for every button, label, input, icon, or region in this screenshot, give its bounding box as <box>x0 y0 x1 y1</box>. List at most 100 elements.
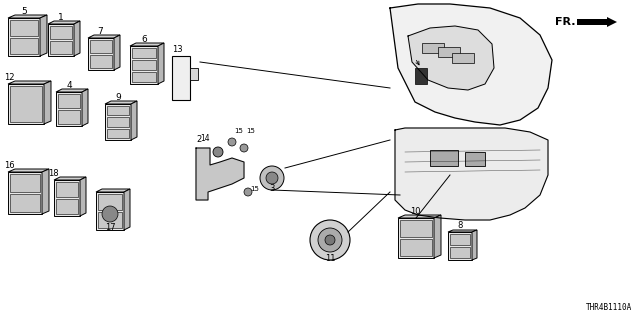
Text: THR4B1110A: THR4B1110A <box>586 303 632 312</box>
Polygon shape <box>131 101 137 140</box>
Polygon shape <box>40 15 47 56</box>
Polygon shape <box>98 194 122 210</box>
Bar <box>190 68 198 80</box>
Polygon shape <box>448 232 472 260</box>
Polygon shape <box>44 81 51 124</box>
Text: 16: 16 <box>4 161 15 170</box>
Polygon shape <box>50 26 72 39</box>
Polygon shape <box>158 43 164 84</box>
Polygon shape <box>8 172 42 214</box>
Polygon shape <box>10 38 38 54</box>
Circle shape <box>244 188 252 196</box>
Polygon shape <box>114 35 120 70</box>
Polygon shape <box>450 234 470 245</box>
Text: 15: 15 <box>250 186 259 192</box>
Text: 7: 7 <box>97 27 103 36</box>
Bar <box>438 47 460 57</box>
Bar <box>422 43 444 53</box>
Text: 13: 13 <box>172 45 182 54</box>
Polygon shape <box>8 84 44 124</box>
Circle shape <box>240 144 248 152</box>
Circle shape <box>228 138 236 146</box>
Polygon shape <box>105 104 131 140</box>
Polygon shape <box>96 189 130 192</box>
Polygon shape <box>196 148 244 200</box>
Polygon shape <box>10 174 40 192</box>
Text: 9: 9 <box>115 93 121 102</box>
Text: 2: 2 <box>196 135 201 144</box>
Circle shape <box>318 228 342 252</box>
Polygon shape <box>408 26 494 90</box>
Text: 8: 8 <box>458 221 463 230</box>
Polygon shape <box>107 129 129 138</box>
Polygon shape <box>107 106 129 115</box>
Bar <box>172 56 190 100</box>
Polygon shape <box>90 55 112 68</box>
Bar <box>465 152 485 166</box>
Polygon shape <box>90 40 112 53</box>
Text: 15: 15 <box>246 128 255 134</box>
Circle shape <box>266 172 278 184</box>
Polygon shape <box>130 46 158 84</box>
Polygon shape <box>395 128 548 220</box>
Polygon shape <box>400 220 432 237</box>
Text: 4: 4 <box>66 81 72 90</box>
Polygon shape <box>54 180 80 216</box>
Polygon shape <box>98 212 122 228</box>
Text: 18: 18 <box>48 169 59 178</box>
Circle shape <box>310 220 350 260</box>
Bar <box>452 53 474 63</box>
Text: 1: 1 <box>58 13 64 22</box>
Polygon shape <box>132 72 156 82</box>
Polygon shape <box>398 218 434 258</box>
Polygon shape <box>74 21 80 56</box>
Polygon shape <box>132 48 156 58</box>
Polygon shape <box>48 24 74 56</box>
Polygon shape <box>10 86 42 122</box>
Polygon shape <box>434 215 441 258</box>
Polygon shape <box>82 89 88 126</box>
Polygon shape <box>48 21 80 24</box>
Circle shape <box>102 206 118 222</box>
Polygon shape <box>56 92 82 126</box>
Polygon shape <box>10 20 38 36</box>
Polygon shape <box>80 177 86 216</box>
Bar <box>430 150 458 166</box>
Polygon shape <box>472 230 477 260</box>
Polygon shape <box>8 15 47 18</box>
Circle shape <box>260 166 284 190</box>
Text: 14: 14 <box>200 134 210 143</box>
Circle shape <box>325 235 335 245</box>
Polygon shape <box>58 110 80 124</box>
Polygon shape <box>450 247 470 258</box>
Polygon shape <box>54 177 86 180</box>
Polygon shape <box>58 94 80 108</box>
Text: 5: 5 <box>21 7 27 16</box>
Polygon shape <box>42 169 49 214</box>
Text: 11: 11 <box>324 254 335 263</box>
Polygon shape <box>88 35 120 38</box>
Polygon shape <box>448 230 477 232</box>
Polygon shape <box>8 18 40 56</box>
Polygon shape <box>398 215 441 218</box>
Polygon shape <box>10 194 40 212</box>
Text: 3: 3 <box>269 184 275 193</box>
Polygon shape <box>130 43 164 46</box>
Polygon shape <box>96 192 124 230</box>
FancyArrow shape <box>577 17 617 27</box>
Text: FR.: FR. <box>554 17 575 27</box>
Polygon shape <box>124 189 130 230</box>
Text: 12: 12 <box>4 73 15 82</box>
Polygon shape <box>56 89 88 92</box>
Bar <box>415 68 427 84</box>
Polygon shape <box>400 239 432 256</box>
Polygon shape <box>132 60 156 70</box>
Polygon shape <box>56 199 78 214</box>
Text: 10: 10 <box>410 207 420 216</box>
Polygon shape <box>50 41 72 54</box>
Text: 15: 15 <box>234 128 243 134</box>
Text: 6: 6 <box>141 35 147 44</box>
Polygon shape <box>56 182 78 197</box>
Polygon shape <box>390 4 552 125</box>
Polygon shape <box>8 169 49 172</box>
